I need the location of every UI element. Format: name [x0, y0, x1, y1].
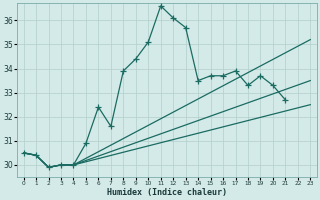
- X-axis label: Humidex (Indice chaleur): Humidex (Indice chaleur): [107, 188, 227, 197]
